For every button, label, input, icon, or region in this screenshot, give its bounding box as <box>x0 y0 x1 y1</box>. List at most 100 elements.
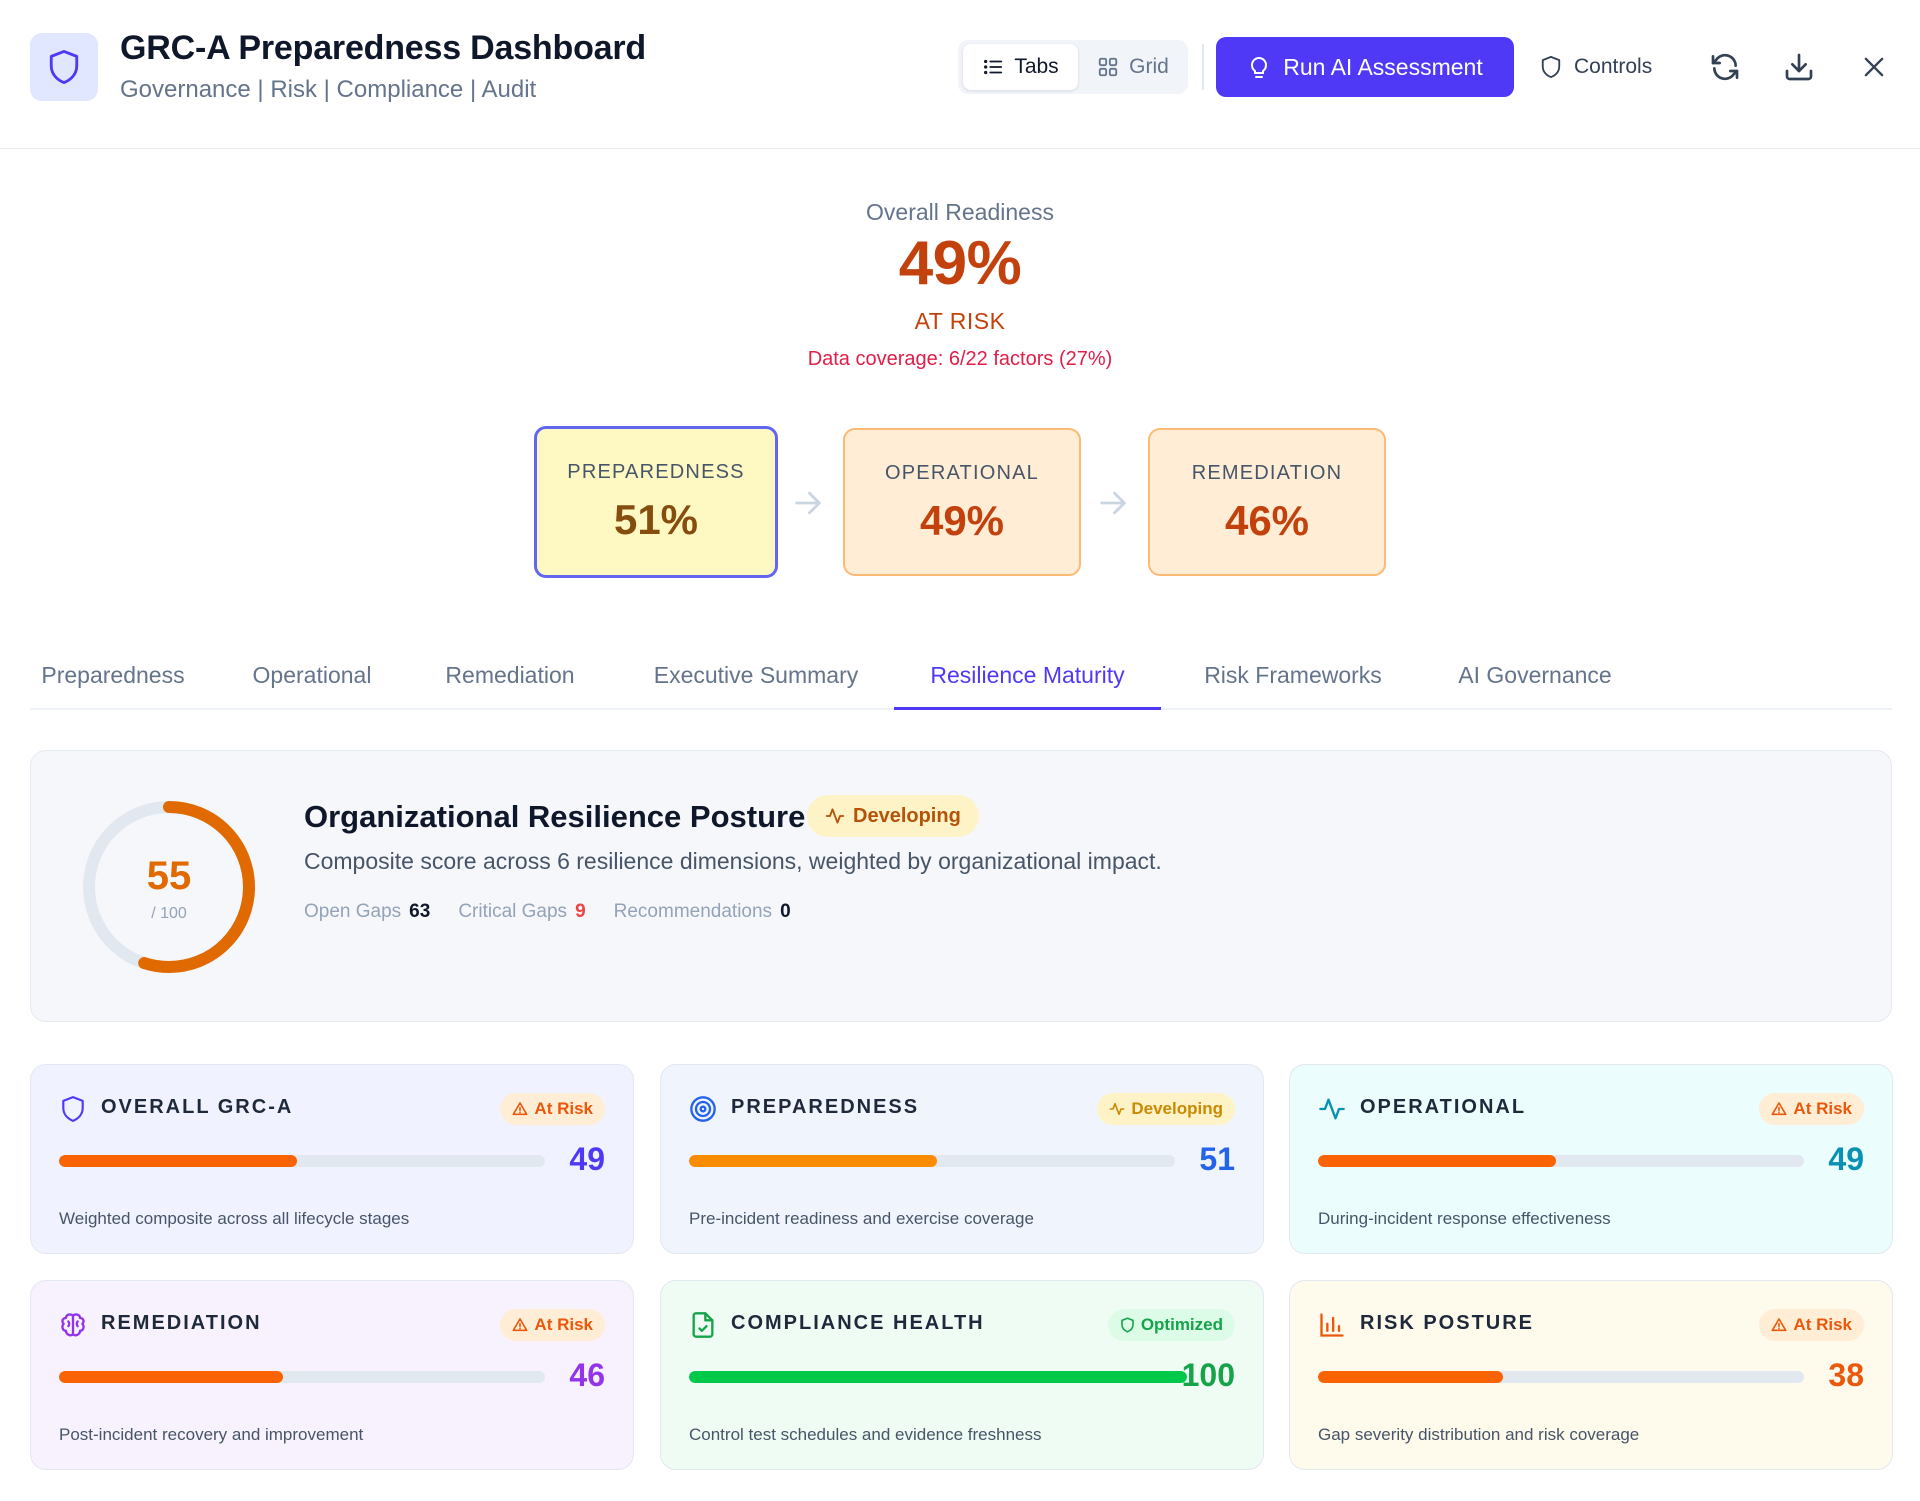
metric-card-preparedness[interactable]: PREPAREDNESS Developing 51 Pre-incident … <box>660 1064 1264 1254</box>
tabs-view-button[interactable]: Tabs <box>963 44 1078 90</box>
progress-track <box>59 1155 545 1167</box>
arrow-right-icon <box>1100 491 1126 515</box>
card-description: Weighted composite across all lifecycle … <box>59 1209 410 1228</box>
stage-value: 46% <box>1224 497 1310 544</box>
open-gaps-stat: Open Gaps 63 <box>304 901 430 923</box>
shield-icon <box>30 33 98 101</box>
maturity-badge: Developing <box>807 795 979 837</box>
maturity-badge-label: Developing <box>853 804 961 827</box>
metric-card-compliance-health[interactable]: COMPLIANCE HEALTH Optimized 100 Control … <box>660 1280 1264 1470</box>
posture-score: 55 <box>146 854 192 898</box>
tab-operational[interactable]: Operational <box>252 662 372 688</box>
card-description: Post-incident recovery and improvement <box>59 1425 364 1444</box>
card-title: RISK POSTURE <box>1360 1312 1535 1334</box>
tab-preparedness[interactable]: Preparedness <box>41 662 185 688</box>
controls-button[interactable]: Controls <box>1540 40 1652 94</box>
arrow-right-icon <box>795 491 821 515</box>
grid-view-button[interactable]: Grid <box>1082 44 1184 90</box>
close-button[interactable] <box>1851 44 1897 90</box>
card-title: COMPLIANCE HEALTH <box>731 1312 985 1334</box>
metric-card-operational[interactable]: OPERATIONAL At Risk 49 During-incident r… <box>1289 1064 1893 1254</box>
activity-icon <box>1319 1098 1345 1120</box>
tab-risk-frameworks[interactable]: Risk Frameworks <box>1204 662 1382 688</box>
tab-executive-summary[interactable]: Executive Summary <box>653 662 859 688</box>
target-icon <box>690 1096 716 1122</box>
run-ai-assessment-button[interactable]: Run AI Assessment <box>1216 37 1514 97</box>
warning-icon <box>1771 1102 1787 1116</box>
lightbulb-icon <box>1251 57 1268 78</box>
overall-readiness-status: AT RISK <box>914 308 1006 334</box>
tab-ai-governance[interactable]: AI Governance <box>1458 662 1612 688</box>
progress-track <box>59 1371 545 1383</box>
file-check-icon <box>692 1312 714 1338</box>
critical-gaps-stat: Critical Gaps 9 <box>458 901 585 923</box>
card-value: 49 <box>1828 1141 1864 1177</box>
progress-fill <box>59 1371 283 1383</box>
stage-label: OPERATIONAL <box>885 462 1039 484</box>
resilience-posture-panel: 55 / 100 Organizational Resilience Postu… <box>30 750 1892 1022</box>
progress-fill <box>689 1371 1187 1383</box>
shield-icon <box>1120 1317 1134 1333</box>
status-badge-label: Optimized <box>1140 1315 1223 1334</box>
progress-fill <box>689 1155 937 1167</box>
download-button[interactable] <box>1776 44 1822 90</box>
status-badge-label: At Risk <box>534 1099 593 1118</box>
brain-icon <box>61 1313 85 1337</box>
progress-fill <box>1318 1155 1557 1167</box>
recommendations-stat: Recommendations 0 <box>614 901 791 923</box>
critical-gaps-value: 9 <box>575 901 586 922</box>
status-badge: Developing <box>1097 1093 1235 1125</box>
activity-icon <box>825 808 845 824</box>
stage-operational[interactable]: OPERATIONAL 49% <box>843 428 1081 576</box>
stage-label: PREPAREDNESS <box>567 461 745 483</box>
app-subtitle: Governance | Risk | Compliance | Audit <box>120 76 537 103</box>
stage-remediation[interactable]: REMEDIATION 46% <box>1148 428 1386 576</box>
refresh-button[interactable] <box>1702 44 1748 90</box>
activity-icon <box>1109 1102 1125 1116</box>
gauge-arc <box>83 801 255 973</box>
status-badge-label: At Risk <box>1793 1099 1852 1118</box>
status-badge: Optimized <box>1107 1309 1235 1341</box>
status-badge: At Risk <box>500 1093 605 1125</box>
list-icon <box>984 59 1003 75</box>
grid-icon <box>1098 57 1118 77</box>
tab-resilience-maturity[interactable]: Resilience Maturity <box>894 640 1161 710</box>
progress-track <box>1318 1371 1804 1383</box>
status-badge: At Risk <box>1759 1093 1864 1125</box>
card-value: 38 <box>1828 1357 1864 1393</box>
download-icon <box>1785 53 1813 81</box>
card-description: Gap severity distribution and risk cover… <box>1318 1425 1640 1444</box>
stage-preparedness[interactable]: PREPAREDNESS 51% <box>534 426 778 578</box>
card-title: REMEDIATION <box>101 1312 262 1334</box>
card-description: During-incident response effectiveness <box>1318 1209 1611 1228</box>
tabs-view-label: Tabs <box>1014 55 1059 78</box>
status-badge: At Risk <box>1759 1309 1864 1341</box>
card-title: OVERALL GRC-A <box>101 1096 294 1118</box>
controls-label: Controls <box>1574 55 1653 78</box>
open-gaps-value: 63 <box>409 901 431 922</box>
header: GRC-A Preparedness Dashboard Governance … <box>0 0 1920 149</box>
close-icon <box>1864 57 1884 77</box>
metric-card-remediation[interactable]: REMEDIATION At Risk 46 Post-incident rec… <box>30 1280 634 1470</box>
warning-icon <box>512 1318 528 1332</box>
progress-fill <box>59 1155 298 1167</box>
progress-fill <box>1318 1371 1503 1383</box>
data-coverage: Data coverage: 6/22 factors (27%) <box>807 348 1113 370</box>
tab-remediation[interactable]: Remediation <box>445 662 575 688</box>
status-badge-label: At Risk <box>1793 1315 1852 1334</box>
card-title: PREPAREDNESS <box>731 1096 920 1118</box>
recommendations-value: 0 <box>780 901 791 922</box>
posture-stats: Open Gaps 63 Critical Gaps 9 Recommendatio… <box>304 901 791 923</box>
shield-icon <box>1541 56 1561 79</box>
run-ai-assessment-label: Run AI Assessment <box>1283 53 1483 80</box>
overall-readiness-value: 49% <box>898 229 1022 298</box>
bar-chart-icon <box>1320 1313 1344 1337</box>
card-value: 46 <box>569 1357 605 1393</box>
card-value: 51 <box>1199 1141 1235 1177</box>
posture-title: Organizational Resilience Posture <box>304 799 806 834</box>
metric-card-overall[interactable]: OVERALL GRC-A At Risk 49 Weighted compos… <box>30 1064 634 1254</box>
grid-view-label: Grid <box>1129 55 1169 78</box>
metric-card-risk-posture[interactable]: RISK POSTURE At Risk 38 Gap severity dis… <box>1289 1280 1893 1470</box>
overall-readiness-label: Overall Readiness <box>866 199 1054 225</box>
